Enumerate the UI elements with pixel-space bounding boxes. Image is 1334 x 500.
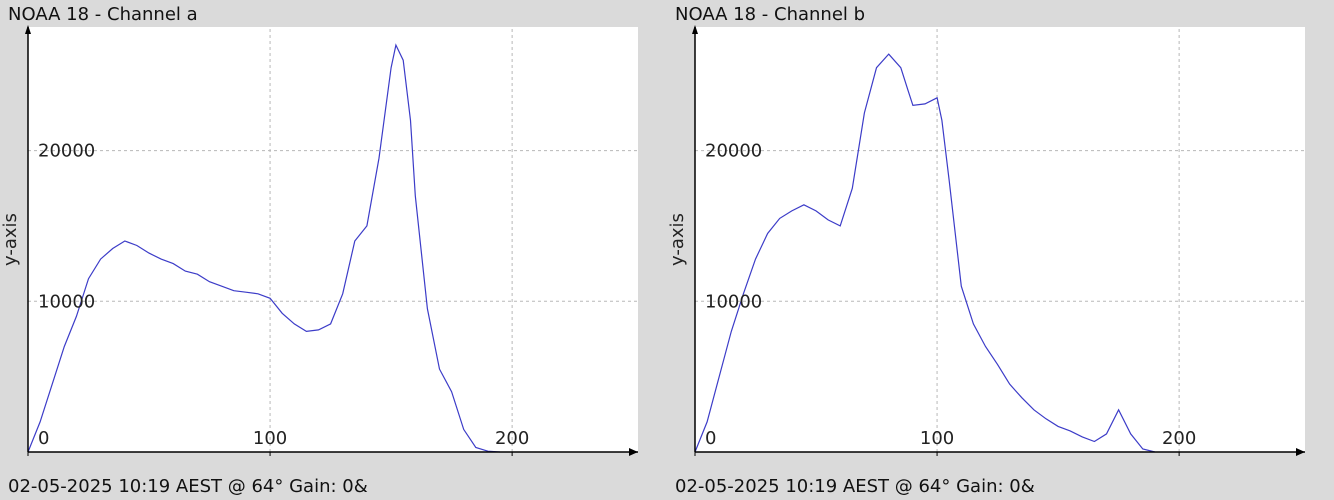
series-line — [27, 43, 501, 453]
x-tick-label: 200 — [1162, 428, 1196, 449]
x-tick-label: 200 — [495, 428, 529, 449]
chart-footer: 02-05-2025 10:19 AEST @ 64° Gain: 0& — [8, 476, 368, 497]
chart-title: NOAA 18 - Channel a — [8, 4, 198, 25]
y-axis-label: y-axis — [667, 213, 688, 266]
y-tick-label: 20000 — [705, 141, 762, 162]
series-line — [694, 53, 1156, 453]
chart-footer: 02-05-2025 10:19 AEST @ 64° Gain: 0& — [675, 476, 1035, 497]
y-axis-label: y-axis — [0, 213, 21, 266]
y-axis-arrow — [25, 25, 31, 34]
x-axis-arrow — [1296, 448, 1305, 456]
x-axis-arrow — [629, 448, 638, 456]
y-axis-arrow — [692, 25, 698, 34]
x-tick-label: 100 — [253, 428, 287, 449]
y-tick-label: 10000 — [705, 291, 762, 312]
chart-panel-b: NOAA 18 - Channel b 0 100 200 10000 20000 y-a… — [667, 0, 1334, 500]
plot-area: 0 100 200 10000 20000 y-axis — [0, 25, 638, 456]
y-tick-label: 20000 — [38, 141, 95, 162]
x-tick-label: 0 — [705, 428, 716, 449]
y-tick-label: 10000 — [38, 291, 95, 312]
plot-background — [695, 27, 1305, 452]
x-tick-label: 0 — [38, 428, 49, 449]
chart-title: NOAA 18 - Channel b — [675, 4, 866, 25]
plot-area: 0 100 200 10000 20000 y-axis — [667, 25, 1305, 456]
chart-panel-a: NOAA 18 - Channel a 0 100 200 10000 20000 y-a… — [0, 4, 638, 497]
x-tick-label: 100 — [920, 428, 954, 449]
plot-background — [28, 27, 638, 452]
